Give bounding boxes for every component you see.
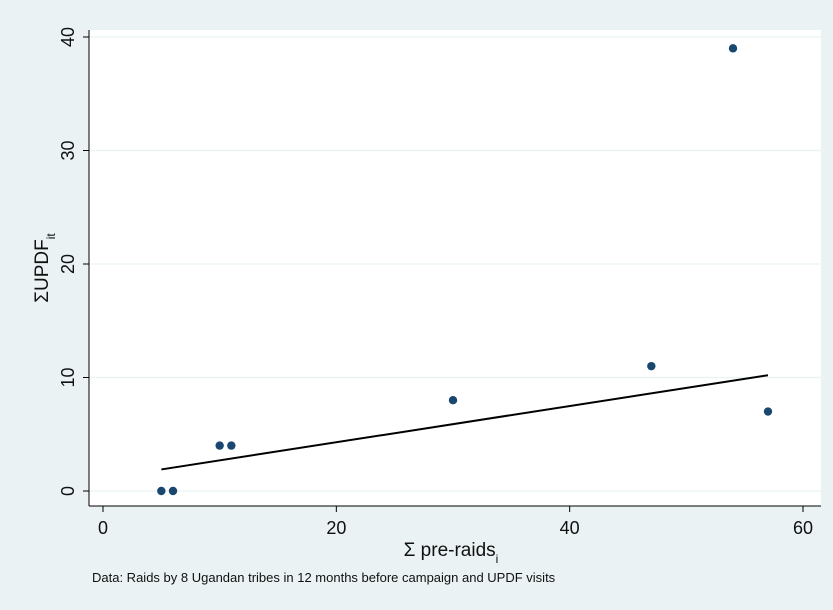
y-tick-label: 10 [58, 367, 78, 387]
data-point [157, 486, 166, 496]
x-tick-label: 40 [560, 518, 580, 538]
data-point [728, 44, 738, 53]
fit-line [161, 374, 769, 471]
x-tick-label: 0 [98, 518, 108, 538]
data-points [157, 44, 773, 496]
grid-lines [89, 36, 821, 492]
axes [88, 30, 821, 507]
y-tick-label: 30 [58, 140, 78, 160]
x-tick-label: 60 [793, 518, 813, 538]
plot-area [89, 30, 821, 506]
data-point [168, 486, 178, 496]
y-axis-title: ΣUPDFit [32, 233, 58, 303]
y-tick-label: 20 [58, 254, 78, 274]
data-point [763, 407, 773, 416]
data-point [647, 361, 656, 371]
y-tick-label: 40 [58, 27, 78, 47]
ticks: 0 10 20 30 40 0 20 40 60 [58, 27, 813, 538]
data-point [215, 441, 224, 450]
data-point [227, 441, 236, 450]
fit-line-group [161, 374, 769, 471]
x-tick-label: 20 [326, 518, 346, 538]
data-point [448, 396, 458, 405]
y-tick-label: 0 [58, 486, 78, 496]
data-note: Data: Raids by 8 Ugandan tribes in 12 mo… [92, 570, 556, 585]
x-axis-title: Σ pre-raidsi [404, 540, 499, 566]
